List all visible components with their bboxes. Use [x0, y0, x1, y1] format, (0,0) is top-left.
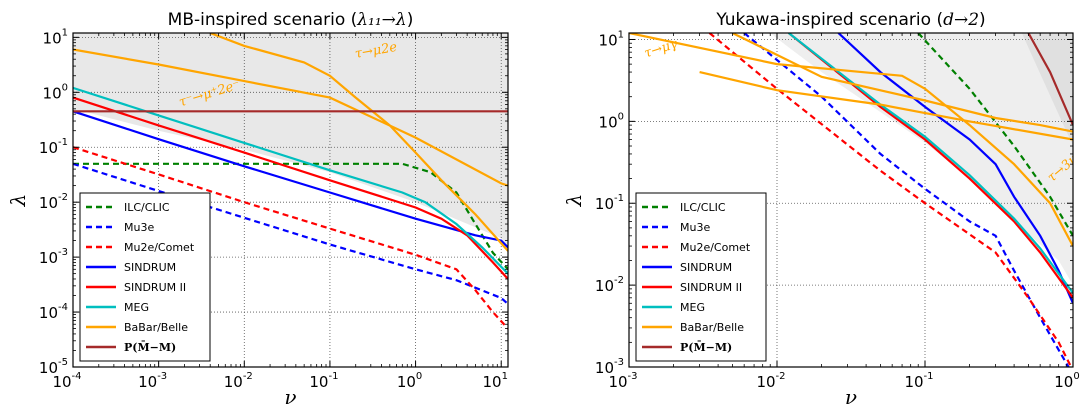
y-axis-label: λ	[562, 194, 586, 208]
y-tick-label: 10-4	[39, 302, 68, 322]
y-tick-label: 101	[43, 27, 68, 47]
excluded-region-1	[73, 108, 508, 248]
excluded-region-1	[699, 33, 1073, 286]
series-line-sindrum-ii-4	[788, 33, 1073, 299]
excluded-region-0	[73, 33, 508, 112]
series-line-mu3e-1	[743, 33, 1070, 367]
legend-label: ILC/CLIC	[680, 201, 726, 214]
legend-label: Mu3e	[124, 221, 154, 234]
series-line-sindrum-ii-4	[73, 96, 508, 280]
x-tick-label: 10-1	[904, 371, 933, 391]
legend-label: Mu2e/Comet	[124, 241, 195, 254]
legend: ILC/CLIC Mu3e Mu2e/Comet SINDRUM SINDRUM II M…	[635, 192, 767, 362]
x-tick-label: 10-1	[309, 371, 338, 391]
y-tick-label: 100	[599, 111, 624, 131]
x-tick-label: 10-3	[138, 371, 167, 391]
chart-title: MB-inspired scenario (λ₁₁→λ)	[168, 10, 414, 30]
y-tick-label: 10-2	[39, 192, 68, 212]
series-line-sindrum-3	[837, 33, 1073, 304]
y-tick-label: 10-5	[39, 357, 68, 377]
x-axis-label: ν	[845, 385, 857, 405]
series-line-ilc-clic-0	[73, 162, 508, 271]
x-tick-label: 10-3	[608, 371, 637, 391]
legend: ILC/CLIC Mu3e Mu2e/Comet SINDRUM SINDRUM II M…	[79, 192, 211, 362]
x-tick-label: 10-4	[52, 371, 81, 391]
legend-label: MEG	[680, 301, 705, 314]
legend-label: MEG	[124, 301, 149, 314]
series-line-babar-belle-8	[699, 71, 1073, 141]
plot-frame	[628, 32, 1074, 368]
series-line-p-m-m--9	[1027, 33, 1073, 126]
legend-label: SINDRUM II	[124, 281, 186, 294]
series-line-babar-belle-7	[731, 33, 1073, 133]
x-tick-label: 100	[397, 371, 422, 391]
y-tick-label: 10-1	[595, 193, 624, 213]
chart-title: Yukawa-inspired scenario (d→2)	[715, 10, 985, 30]
legend-label: Mu3e	[680, 221, 710, 234]
x-tick-label: 100	[1054, 371, 1079, 391]
y-tick-label: 101	[599, 29, 624, 49]
legend-label: Mu2e/Comet	[680, 241, 751, 254]
series-line-babar-belle-6	[73, 48, 508, 187]
series-line-mu2e-comet-2	[708, 33, 1073, 367]
y-tick-label: 10-1	[39, 137, 68, 157]
legend-label: P(M̄−M)	[124, 340, 176, 354]
x-tick-label: 101	[482, 371, 507, 391]
legend-label: SINDRUM II	[680, 281, 742, 294]
legend-label: SINDRUM	[124, 261, 176, 274]
legend-label: BaBar/Belle	[680, 321, 744, 334]
legend-label: BaBar/Belle	[124, 321, 188, 334]
series-line-ilc-clic-0	[917, 33, 1073, 237]
legend-box	[635, 192, 767, 362]
plot-frame	[72, 32, 509, 368]
y-tick-label: 100	[43, 82, 68, 102]
legend-label: SINDRUM	[680, 261, 732, 274]
y-axis-label: λ	[6, 194, 30, 208]
curve-annotation-0: τ→μ2e	[354, 40, 399, 62]
legend-label: P(M̄−M)	[680, 340, 732, 354]
legend-label: ILC/CLIC	[124, 201, 170, 214]
x-tick-label: 10-2	[756, 371, 785, 391]
x-axis-label: ν	[284, 385, 296, 405]
legend-box	[79, 192, 211, 362]
y-tick-label: 10-3	[595, 357, 624, 377]
series-line-meg-5	[73, 86, 508, 275]
y-tick-label: 10-3	[39, 247, 68, 267]
x-tick-label: 10-2	[224, 371, 253, 391]
y-tick-label: 10-2	[595, 275, 624, 295]
